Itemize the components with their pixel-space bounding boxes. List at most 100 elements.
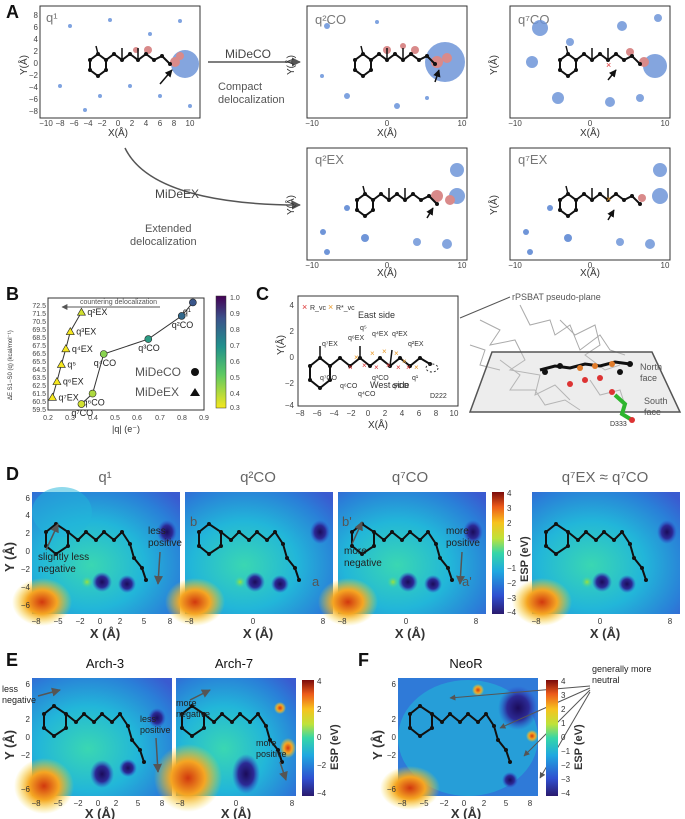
label-pseudo-plane: rPSBAT pseudo-plane — [512, 292, 601, 302]
svg-text:×: × — [406, 363, 411, 372]
data-point-1-5 — [47, 392, 57, 401]
svg-text:0: 0 — [34, 59, 39, 68]
plot-b-xticks: 0.2 0.3 0.4 0.5 0.6 0.7 0.8 0.9 — [43, 415, 209, 422]
svg-text:less: less — [148, 526, 166, 537]
data-point-1-2 — [61, 344, 71, 353]
svg-text:q²EX: q²EX — [408, 341, 424, 348]
data-label-1-5: q⁷EX — [58, 392, 78, 402]
svg-text:×: × — [414, 363, 419, 372]
svg-text:4: 4 — [400, 409, 405, 418]
plot-c-molecule: × × × × × × × × × ××× — [308, 346, 439, 390]
svg-text:−2: −2 — [75, 617, 85, 626]
svg-text:8: 8 — [290, 799, 295, 808]
svg-text:×: × — [328, 302, 333, 312]
plot-c-frame — [297, 295, 459, 407]
esp-map-q1 — [12, 487, 180, 626]
esp-title-q7co: q⁷CO — [392, 469, 428, 486]
svg-text:Y(Å): Y(Å) — [284, 55, 297, 75]
svg-text:8: 8 — [172, 119, 177, 128]
svg-text:q⁴CO: q⁴CO — [358, 391, 376, 398]
svg-text:−5: −5 — [419, 799, 429, 808]
svg-text:−2: −2 — [29, 71, 39, 80]
svg-text:×: × — [382, 347, 387, 356]
data-label-1-0: q²EX — [87, 307, 107, 317]
label-mide-ex: MiDeEX — [155, 187, 199, 201]
svg-text:×: × — [606, 60, 611, 70]
svg-text:8: 8 — [528, 799, 533, 808]
label-mide-co: MiDeCO — [225, 47, 271, 61]
svg-text:q⁴EX: q⁴EX — [372, 331, 389, 338]
esp-title-q7ex: q⁷EX ≈ q⁷CO — [562, 469, 649, 486]
chromophore-3d — [539, 360, 633, 387]
data-point-0-5 — [77, 400, 86, 408]
svg-text:0: 0 — [234, 799, 239, 808]
esp-map-arch3 — [14, 678, 172, 814]
svg-text:0: 0 — [26, 733, 31, 742]
svg-text:−8: −8 — [29, 107, 39, 116]
label-north-2: face — [640, 373, 657, 383]
svg-text:−4: −4 — [561, 789, 571, 798]
svg-text:−8: −8 — [337, 617, 347, 626]
svg-text:b: b — [190, 514, 197, 529]
svg-text:0: 0 — [116, 119, 121, 128]
svg-text:q⁷EX: q⁷EX — [322, 341, 338, 348]
svg-text:×: × — [354, 353, 359, 362]
svg-text:0.2: 0.2 — [43, 415, 53, 422]
svg-text:q²EX: q²EX — [315, 152, 344, 167]
svg-text:X(Å): X(Å) — [368, 418, 388, 431]
panel-e: E Arch-3 Arch-7 less negative less pos — [2, 650, 341, 819]
svg-text:Arch-7: Arch-7 — [215, 656, 253, 671]
svg-text:2: 2 — [34, 47, 39, 56]
svg-text:0: 0 — [507, 549, 512, 558]
data-point-1-1 — [65, 326, 75, 335]
data-label-0-4: q⁶CO — [83, 398, 105, 408]
svg-text:−10: −10 — [508, 261, 522, 270]
svg-text:0: 0 — [251, 617, 256, 626]
svg-text:positive: positive — [140, 725, 171, 735]
svg-text:−8: −8 — [295, 409, 305, 418]
svg-text:X(Å): X(Å) — [580, 266, 600, 279]
plot-b-yticks: 72.571.5 70.569.5 68.567.5 66.565.5 64.5… — [32, 303, 46, 414]
svg-text:−6: −6 — [312, 409, 322, 418]
data-label-1-1: q³EX — [76, 327, 96, 337]
plot-c-labels: q⁷EX q⁶EX q⁵ q⁴EX q³EX q²EX q⁷CO q⁶CO q⁴… — [320, 325, 424, 398]
east-side: East side — [358, 310, 395, 320]
svg-text:8: 8 — [474, 617, 479, 626]
svg-text:q⁷EX: q⁷EX — [518, 152, 548, 167]
svg-text:64.5: 64.5 — [32, 367, 46, 374]
svg-text:63.5: 63.5 — [32, 375, 46, 382]
svg-text:0: 0 — [588, 119, 593, 128]
svg-text:0: 0 — [96, 799, 101, 808]
svg-text:2: 2 — [114, 799, 119, 808]
svg-text:2: 2 — [26, 529, 31, 538]
svg-text:4: 4 — [34, 35, 39, 44]
svg-text:2: 2 — [561, 705, 566, 714]
svg-text:0: 0 — [385, 261, 390, 270]
svg-text:−1: −1 — [561, 747, 571, 756]
label-south-1: South — [644, 396, 668, 406]
svg-text:slightly less: slightly less — [38, 552, 89, 563]
svg-text:q⁷CO: q⁷CO — [320, 375, 337, 382]
svg-text:positive: positive — [148, 538, 182, 549]
svg-text:negative: negative — [344, 558, 382, 569]
svg-text:6: 6 — [392, 680, 397, 689]
svg-text:more: more — [344, 546, 367, 557]
svg-text:Y(Å): Y(Å) — [487, 55, 500, 75]
svg-text:−3: −3 — [561, 775, 571, 784]
esp-map-neor — [380, 678, 538, 810]
svg-text:0.9: 0.9 — [230, 311, 240, 318]
y-axis-label-a1: Y(Å) — [17, 55, 30, 75]
svg-text:−8: −8 — [31, 617, 41, 626]
svg-text:−8: −8 — [397, 799, 407, 808]
esp-map-q7co — [318, 492, 486, 626]
svg-text:q⁵: q⁵ — [360, 325, 367, 332]
svg-text:0.5: 0.5 — [230, 375, 240, 382]
label-d333: D333 — [610, 421, 627, 428]
svg-text:positive: positive — [256, 749, 287, 759]
panel-label-a: A — [6, 2, 19, 22]
svg-text:10: 10 — [450, 409, 459, 418]
esp-colorbar-d — [492, 492, 504, 614]
svg-text:−4: −4 — [317, 789, 327, 798]
esp-map-q2co — [165, 492, 333, 626]
